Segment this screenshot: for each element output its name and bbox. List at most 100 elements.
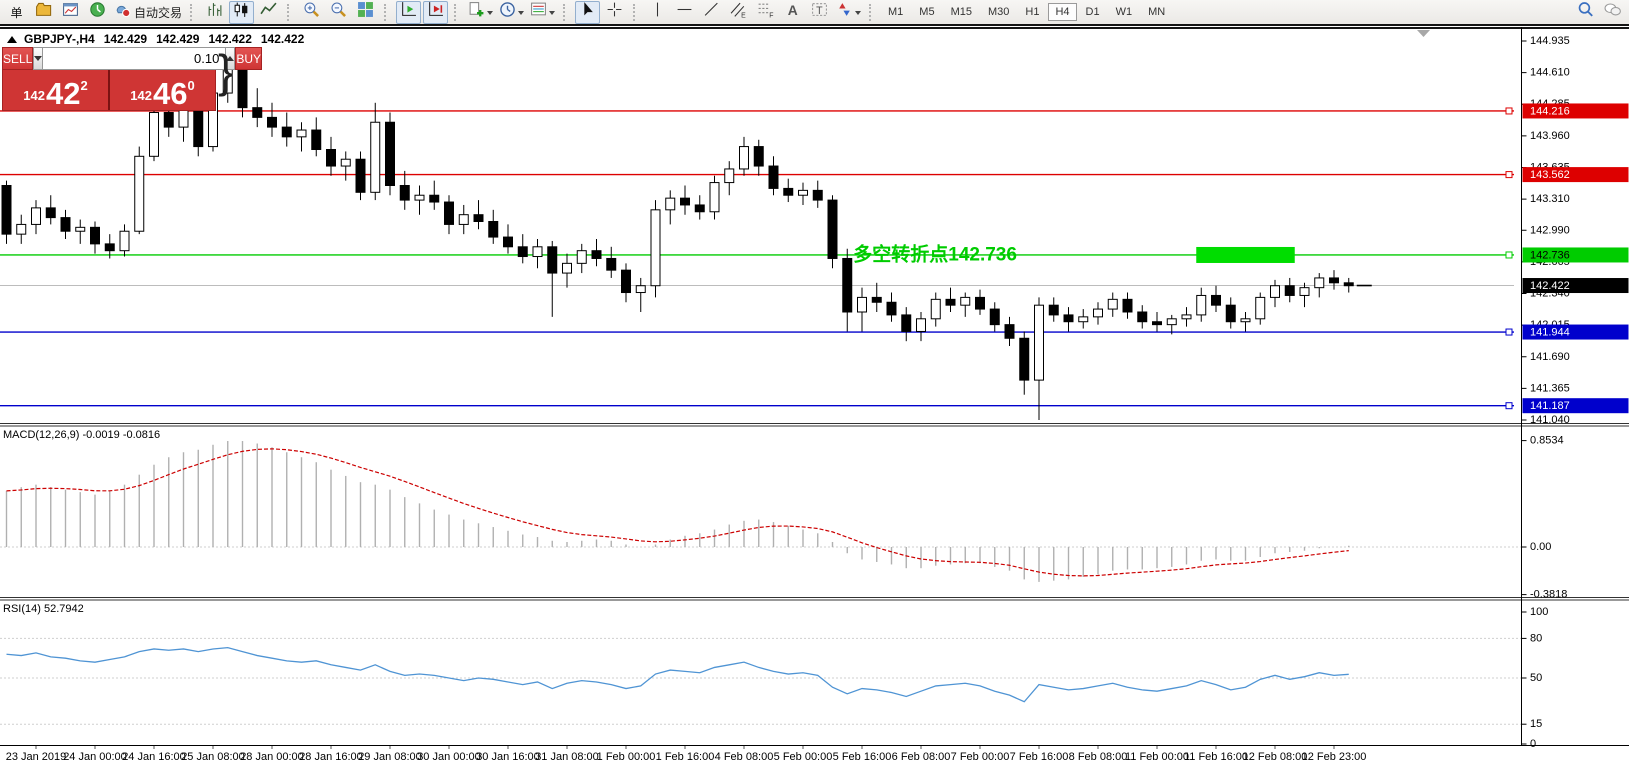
quote-low: 142.422 xyxy=(208,32,252,46)
text-label-icon: T xyxy=(811,1,828,23)
svg-text:30 Jan 16:00: 30 Jan 16:00 xyxy=(476,751,540,763)
svg-text:8 Feb 08:00: 8 Feb 08:00 xyxy=(1069,751,1128,763)
svg-text:5 Feb 00:00: 5 Feb 00:00 xyxy=(774,751,833,763)
timeframe-mn[interactable]: MN xyxy=(1148,6,1166,18)
vertical-line-icon xyxy=(649,1,666,23)
buy-price-big: 46 xyxy=(152,76,188,111)
trendline-tool-button[interactable] xyxy=(699,1,724,24)
timeframe-m30[interactable]: M30 xyxy=(987,6,1010,18)
sell-price-pip: 2 xyxy=(80,78,88,93)
equidistant-channel-tool-button[interactable]: E xyxy=(726,1,751,24)
crosshair-tool-button[interactable] xyxy=(602,1,627,24)
timeframe-h4[interactable]: H4 xyxy=(1048,3,1077,21)
bar-chart-mode-button[interactable] xyxy=(202,1,227,24)
arrow-down-icon xyxy=(34,56,43,65)
svg-text:1 Feb 16:00: 1 Feb 16:00 xyxy=(656,751,715,763)
macd-signal-line xyxy=(6,448,1349,577)
svg-text:141.365: 141.365 xyxy=(1530,382,1570,394)
toolbar-grip xyxy=(563,3,569,21)
tile-windows-button[interactable] xyxy=(353,1,378,24)
fibonacci-tool-button[interactable]: F xyxy=(753,1,778,24)
svg-text:7 Feb 16:00: 7 Feb 16:00 xyxy=(1010,751,1069,763)
sell-price-main: 142 xyxy=(23,88,45,103)
timeframe-m1[interactable]: M1 xyxy=(888,6,904,18)
indicators-button[interactable] xyxy=(466,1,495,24)
market-watch-button[interactable] xyxy=(85,1,110,24)
one-click-trading-panel: SELL BUY 142 42 2 142 46 0 } xyxy=(2,47,263,111)
arrows-tool-button[interactable] xyxy=(834,1,863,24)
new-order-button[interactable]: 单 xyxy=(4,1,29,24)
toolbar: 单 自动交易 E F A T M1 M5 M15 M30 H1 H4 D1 W1… xyxy=(0,0,1629,26)
svg-text:-0.3818: -0.3818 xyxy=(1530,589,1567,601)
volume-increase-button[interactable] xyxy=(225,47,236,70)
svg-text:F: F xyxy=(769,12,773,18)
quote-open: 142.429 xyxy=(103,32,148,46)
svg-text:25 Jan 08:00: 25 Jan 08:00 xyxy=(181,751,245,763)
svg-text:144.216: 144.216 xyxy=(1530,105,1570,117)
market-watch-icon xyxy=(89,1,106,23)
timeframe-m5[interactable]: M5 xyxy=(919,6,935,18)
profiles-button[interactable] xyxy=(31,1,56,24)
sell-button[interactable]: SELL xyxy=(2,47,34,70)
text-label-tool-button[interactable]: T xyxy=(807,1,832,24)
svg-text:141.187: 141.187 xyxy=(1530,400,1570,412)
trade-panel-collapse-icon[interactable]: } xyxy=(218,45,234,97)
text-tool-button[interactable]: A xyxy=(780,1,805,24)
zoom-out-button[interactable] xyxy=(326,1,351,24)
periods-button[interactable] xyxy=(497,1,526,24)
svg-text:100: 100 xyxy=(1530,606,1548,618)
sell-price-big: 42 xyxy=(45,76,81,111)
quote-high: 142.429 xyxy=(156,32,200,46)
autotrading-button[interactable]: 自动交易 xyxy=(112,1,184,24)
svg-text:31 Jan 08:00: 31 Jan 08:00 xyxy=(535,751,599,763)
periods-clock-icon xyxy=(499,1,516,23)
new-chart-button[interactable] xyxy=(58,1,83,24)
svg-text:11 Feb 00:00: 11 Feb 00:00 xyxy=(1125,751,1189,763)
svg-text:144.610: 144.610 xyxy=(1530,67,1570,79)
cursor-tool-button[interactable] xyxy=(575,0,601,24)
timeframe-h1[interactable]: H1 xyxy=(1025,6,1040,18)
search-button[interactable] xyxy=(1573,1,1598,24)
rsi-label: RSI(14) 52.7942 xyxy=(3,603,84,615)
buy-button[interactable]: BUY xyxy=(235,47,263,70)
svg-text:T: T xyxy=(816,5,823,17)
equidistant-channel-icon: E xyxy=(730,1,747,23)
templates-button[interactable] xyxy=(528,1,557,24)
timeframe-w1[interactable]: W1 xyxy=(1115,6,1133,18)
zoom-in-button[interactable] xyxy=(299,1,324,24)
volume-input[interactable] xyxy=(43,47,226,70)
timeframe-d1[interactable]: D1 xyxy=(1085,6,1100,18)
buy-price[interactable]: 142 46 0 xyxy=(110,70,215,110)
chart-shift-button[interactable] xyxy=(423,0,449,24)
horizontal-line-icon xyxy=(676,1,693,23)
svg-text:141.690: 141.690 xyxy=(1530,351,1570,363)
vertical-line-tool-button[interactable] xyxy=(645,1,670,24)
timeframe-m15[interactable]: M15 xyxy=(950,6,972,18)
sell-price[interactable]: 142 42 2 xyxy=(3,70,110,110)
horizontal-line-tool-button[interactable] xyxy=(672,1,697,24)
auto-scroll-button[interactable] xyxy=(396,0,422,24)
autotrading-label: 自动交易 xyxy=(134,5,183,20)
svg-text:29 Jan 08:00: 29 Jan 08:00 xyxy=(358,751,422,763)
line-chart-mode-button[interactable] xyxy=(256,1,281,24)
svg-text:6 Feb 08:00: 6 Feb 08:00 xyxy=(892,751,951,763)
svg-text:143.562: 143.562 xyxy=(1530,169,1570,181)
zoom-in-icon xyxy=(303,1,320,23)
toolbar-grip xyxy=(384,3,390,21)
buy-price-pip: 0 xyxy=(187,78,195,93)
quote-collapse-icon[interactable] xyxy=(7,31,17,43)
dropdown-caret-icon xyxy=(487,10,494,18)
svg-text:28 Jan 00:00: 28 Jan 00:00 xyxy=(240,751,304,763)
highlight-rectangle xyxy=(1196,246,1295,263)
chat-button[interactable] xyxy=(1600,1,1625,24)
candlestick-mode-button[interactable] xyxy=(229,0,255,24)
chat-icon xyxy=(1604,1,1621,23)
quote-close: 142.422 xyxy=(260,32,305,46)
toolbar-grip xyxy=(287,3,293,21)
svg-text:12 Feb 08:00: 12 Feb 08:00 xyxy=(1243,751,1308,763)
symbol-period: GBPJPY-,H4 xyxy=(24,32,95,46)
indicators-icon xyxy=(468,1,485,23)
volume-decrease-button[interactable] xyxy=(33,47,44,70)
svg-text:A: A xyxy=(788,2,798,18)
